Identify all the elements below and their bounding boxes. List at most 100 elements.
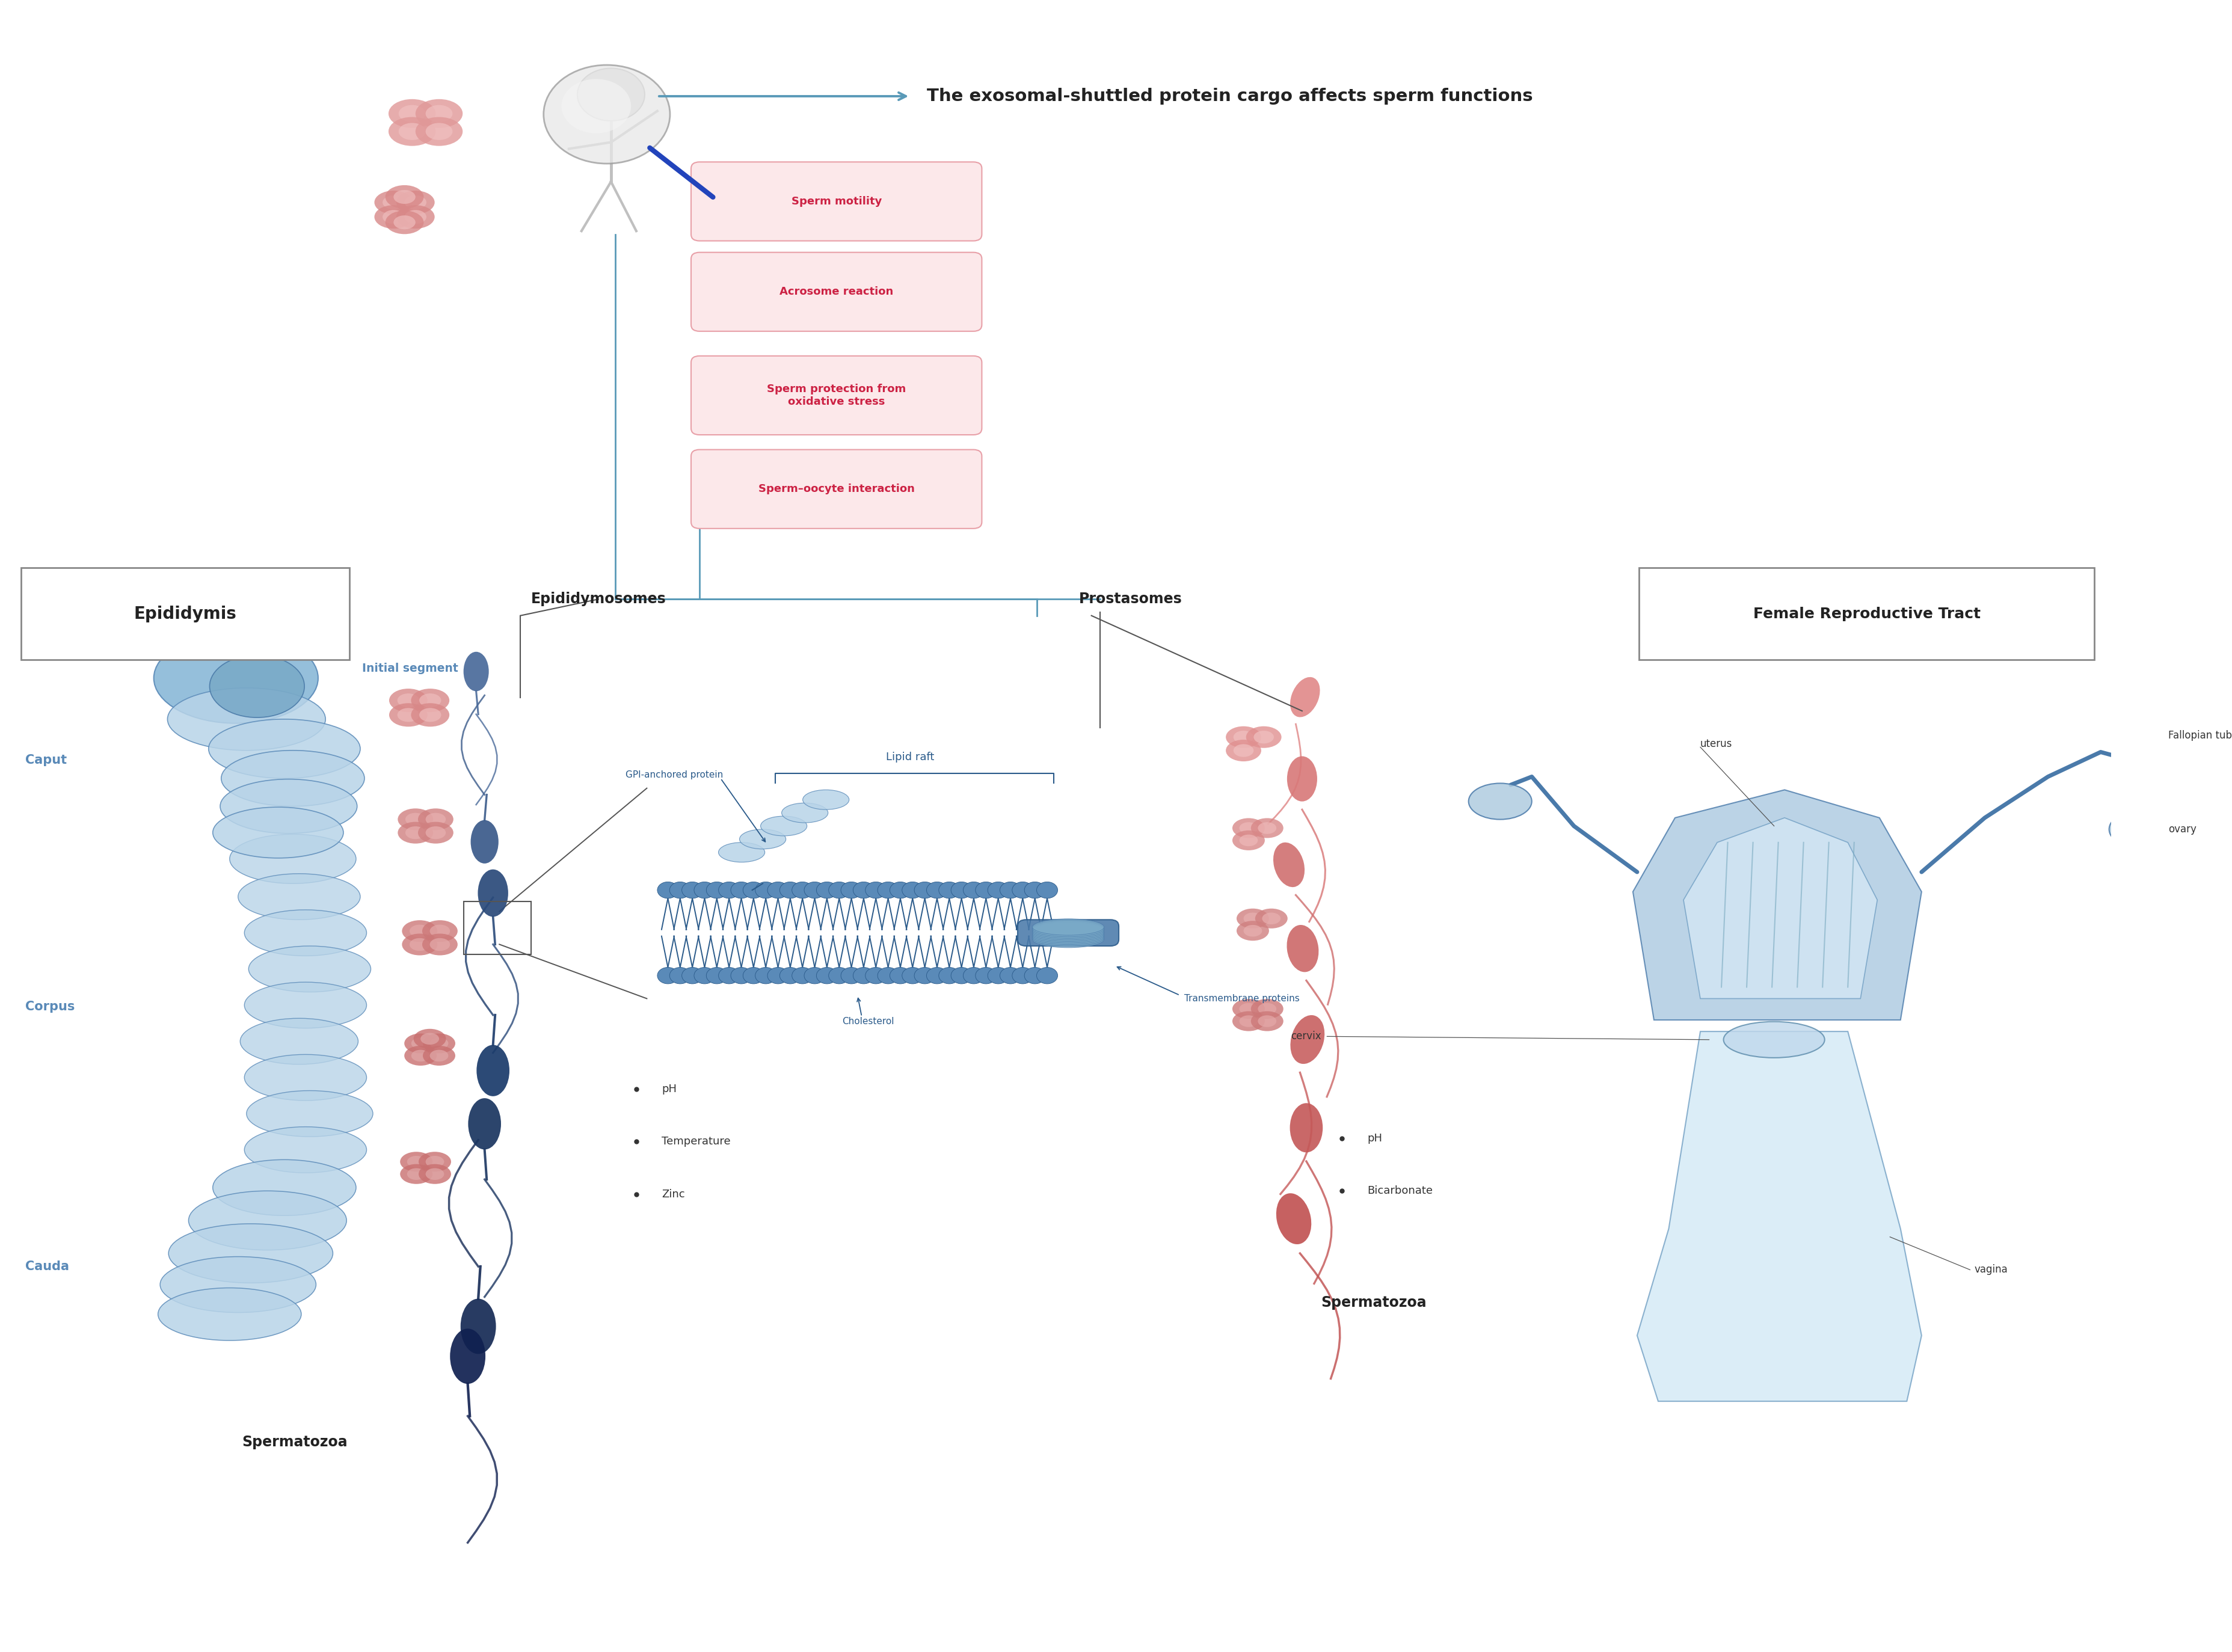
Circle shape xyxy=(975,968,995,985)
Circle shape xyxy=(940,882,960,899)
Ellipse shape xyxy=(1033,925,1105,942)
Ellipse shape xyxy=(386,185,424,208)
Ellipse shape xyxy=(426,1168,444,1180)
Ellipse shape xyxy=(1288,925,1319,971)
Ellipse shape xyxy=(386,210,424,235)
Ellipse shape xyxy=(422,920,458,942)
Circle shape xyxy=(1024,882,1045,899)
Circle shape xyxy=(817,882,837,899)
Circle shape xyxy=(768,968,788,985)
Ellipse shape xyxy=(1033,923,1105,940)
Text: GPI-anchored protein: GPI-anchored protein xyxy=(625,770,723,780)
Circle shape xyxy=(719,882,739,899)
Ellipse shape xyxy=(1232,999,1266,1019)
Text: Spermatozoa: Spermatozoa xyxy=(241,1436,348,1449)
Ellipse shape xyxy=(451,1328,484,1384)
Ellipse shape xyxy=(804,790,848,809)
Ellipse shape xyxy=(154,633,319,724)
Ellipse shape xyxy=(400,1151,433,1171)
Ellipse shape xyxy=(478,869,509,917)
Text: Fallopian tube: Fallopian tube xyxy=(2167,730,2232,742)
Circle shape xyxy=(915,968,935,985)
Circle shape xyxy=(804,882,826,899)
Ellipse shape xyxy=(241,1018,357,1064)
Circle shape xyxy=(779,882,801,899)
Circle shape xyxy=(841,968,862,985)
Ellipse shape xyxy=(406,813,426,826)
Ellipse shape xyxy=(1239,823,1259,834)
Circle shape xyxy=(926,968,949,985)
Ellipse shape xyxy=(243,910,366,957)
Text: Spermatozoa: Spermatozoa xyxy=(1321,1295,1426,1310)
Ellipse shape xyxy=(406,826,426,839)
Text: pH: pH xyxy=(1368,1133,1382,1143)
Ellipse shape xyxy=(411,689,449,712)
Circle shape xyxy=(670,968,690,985)
Ellipse shape xyxy=(1245,727,1281,748)
Text: Sperm–oocyte interaction: Sperm–oocyte interaction xyxy=(759,484,915,494)
Polygon shape xyxy=(1636,1031,1922,1401)
Ellipse shape xyxy=(397,709,420,722)
Circle shape xyxy=(841,882,862,899)
Circle shape xyxy=(1000,968,1020,985)
Circle shape xyxy=(1011,968,1033,985)
Circle shape xyxy=(866,968,886,985)
Ellipse shape xyxy=(400,122,426,140)
Circle shape xyxy=(768,882,788,899)
Circle shape xyxy=(828,968,850,985)
Circle shape xyxy=(866,882,886,899)
Ellipse shape xyxy=(406,1156,426,1168)
Ellipse shape xyxy=(719,843,766,862)
Ellipse shape xyxy=(393,190,415,203)
Ellipse shape xyxy=(248,947,371,991)
Ellipse shape xyxy=(420,1165,451,1184)
Ellipse shape xyxy=(406,1168,426,1180)
Text: pH: pH xyxy=(661,1084,676,1094)
Text: The exosomal-shuttled protein cargo affects sperm functions: The exosomal-shuttled protein cargo affe… xyxy=(926,88,1533,104)
Circle shape xyxy=(902,968,924,985)
Ellipse shape xyxy=(397,190,435,215)
Ellipse shape xyxy=(243,1054,366,1100)
Ellipse shape xyxy=(167,687,326,750)
Text: Epididymis: Epididymis xyxy=(134,606,237,623)
Ellipse shape xyxy=(1254,730,1274,743)
Ellipse shape xyxy=(422,1046,455,1066)
Ellipse shape xyxy=(411,1037,431,1049)
Ellipse shape xyxy=(420,1151,451,1171)
Ellipse shape xyxy=(158,1289,301,1340)
Circle shape xyxy=(804,968,826,985)
Ellipse shape xyxy=(397,205,435,228)
Circle shape xyxy=(1011,882,1033,899)
Ellipse shape xyxy=(1232,831,1266,851)
Circle shape xyxy=(964,968,984,985)
Ellipse shape xyxy=(1250,818,1283,838)
Text: Epididymosomes: Epididymosomes xyxy=(531,591,665,606)
Ellipse shape xyxy=(1277,1193,1312,1244)
Circle shape xyxy=(705,968,728,985)
Circle shape xyxy=(989,882,1009,899)
Ellipse shape xyxy=(402,933,437,955)
Ellipse shape xyxy=(375,190,413,215)
Circle shape xyxy=(1024,968,1045,985)
Ellipse shape xyxy=(1234,743,1254,757)
Circle shape xyxy=(743,968,763,985)
Ellipse shape xyxy=(210,656,304,717)
Circle shape xyxy=(658,968,679,985)
Ellipse shape xyxy=(1033,932,1105,948)
Ellipse shape xyxy=(1261,912,1281,925)
Ellipse shape xyxy=(411,1049,431,1062)
Ellipse shape xyxy=(761,816,808,836)
Ellipse shape xyxy=(1232,1011,1266,1031)
Circle shape xyxy=(951,968,973,985)
Ellipse shape xyxy=(422,1034,455,1054)
Ellipse shape xyxy=(408,938,431,952)
Circle shape xyxy=(891,968,911,985)
Circle shape xyxy=(817,968,837,985)
Text: Temperature: Temperature xyxy=(661,1137,730,1146)
Ellipse shape xyxy=(1723,1021,1824,1057)
FancyBboxPatch shape xyxy=(1018,920,1118,947)
Ellipse shape xyxy=(415,99,462,129)
Text: Initial segment: Initial segment xyxy=(362,662,458,674)
Ellipse shape xyxy=(1225,727,1261,748)
Ellipse shape xyxy=(408,925,431,937)
